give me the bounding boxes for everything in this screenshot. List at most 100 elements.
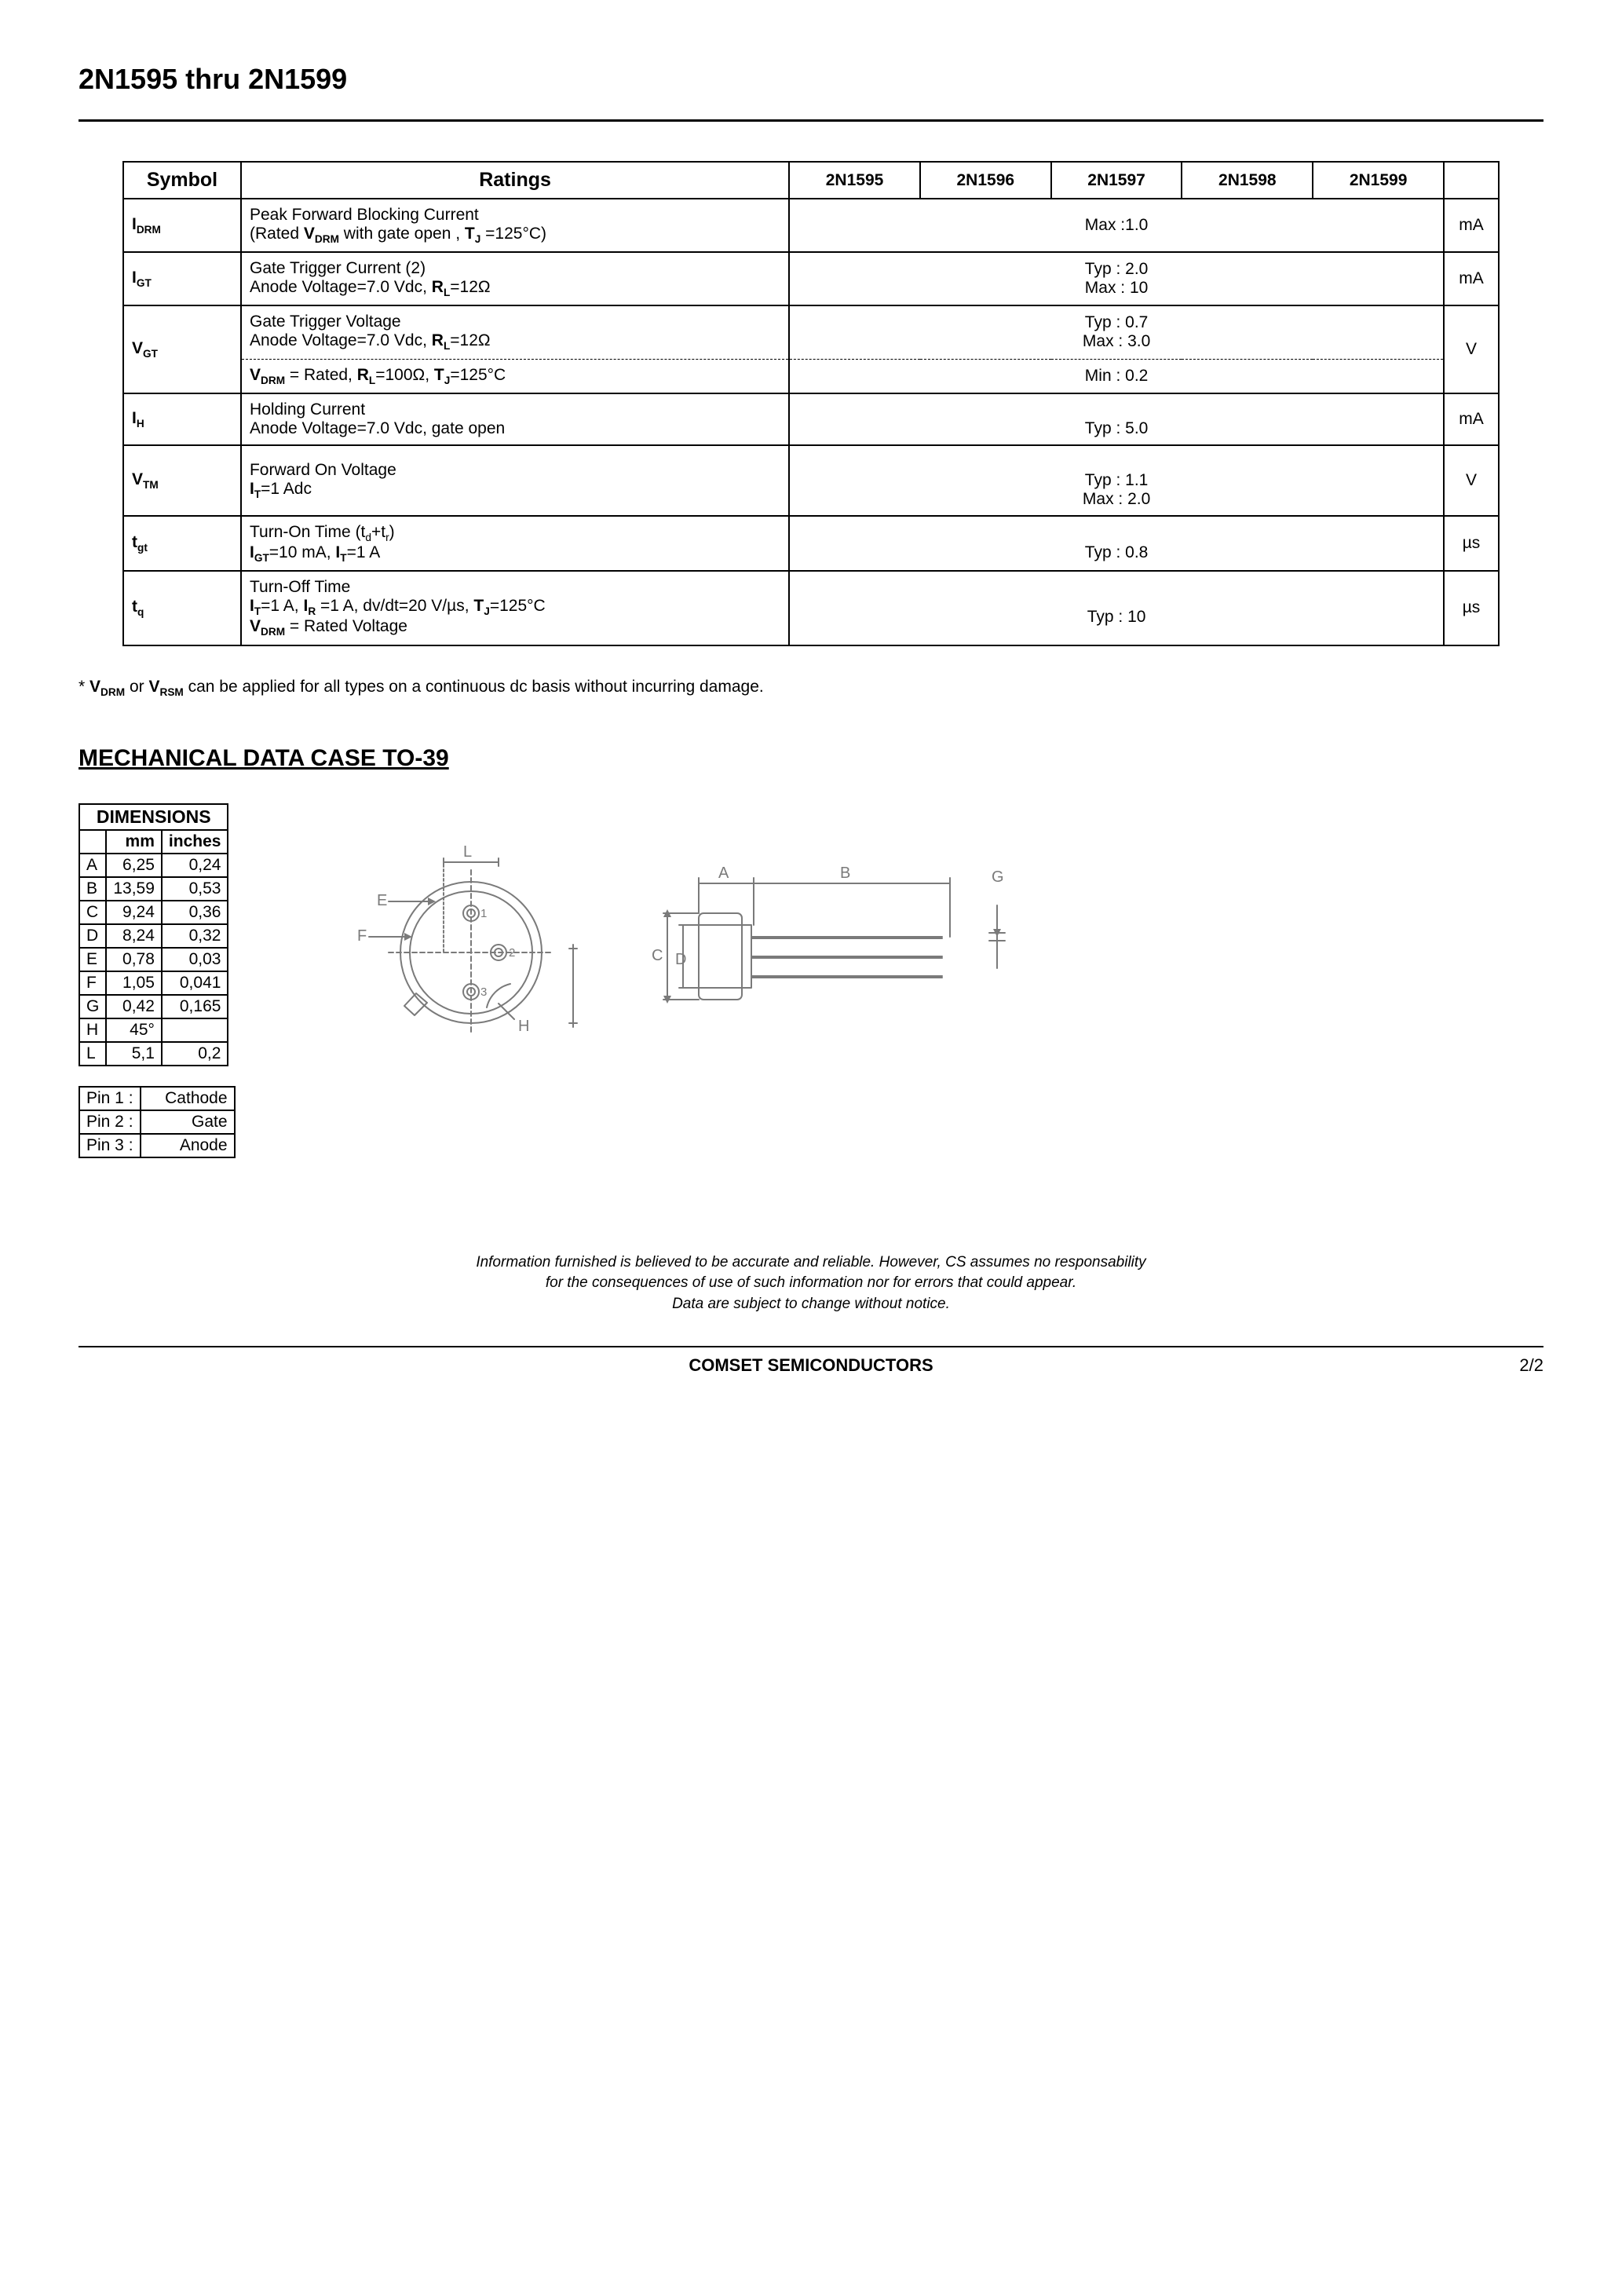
dim-mm: 45° — [106, 1018, 162, 1042]
mechanical-heading: MECHANICAL DATA CASE TO-39 — [79, 745, 1543, 772]
dim-in: 0,165 — [162, 995, 228, 1018]
svg-text:1: 1 — [480, 907, 487, 920]
pin-name: Cathode — [141, 1087, 235, 1110]
value-cell: Typ : 1.1Max : 2.0 — [789, 445, 1444, 516]
rating-cell: Gate Trigger Current (2)Anode Voltage=7.… — [241, 252, 789, 305]
table-row: IGTGate Trigger Current (2)Anode Voltage… — [123, 252, 1499, 305]
dim-mm: 1,05 — [106, 971, 162, 995]
symbol-cell: IDRM — [123, 199, 241, 252]
footer-company: COMSET SEMICONDUCTORS — [141, 1355, 1481, 1376]
table-row: IHHolding CurrentAnode Voltage=7.0 Vdc, … — [123, 393, 1499, 445]
table-row: IDRMPeak Forward Blocking Current(Rated … — [123, 199, 1499, 252]
unit-cell: µs — [1444, 516, 1499, 571]
svg-text:G: G — [992, 868, 1004, 886]
svg-text:C: C — [652, 947, 663, 964]
th-part-4: 2N1599 — [1313, 162, 1444, 199]
footer: COMSET SEMICONDUCTORS 2/2 — [79, 1355, 1543, 1376]
table-row: Pin 3 :Anode — [79, 1134, 235, 1157]
th-part-3: 2N1598 — [1182, 162, 1313, 199]
pin-label: Pin 3 : — [79, 1134, 141, 1157]
dim-label: D — [79, 924, 106, 948]
value-cell: Typ : 2.0Max : 10 — [789, 252, 1444, 305]
table-row: E0,780,03 — [79, 948, 228, 971]
unit-cell: µs — [1444, 571, 1499, 645]
symbol-cell: tq — [123, 571, 241, 645]
dim-col-0 — [79, 830, 106, 854]
svg-text:F: F — [357, 927, 367, 945]
dim-label: B — [79, 877, 106, 901]
table-row: VDRM = Rated, RL=100Ω, TJ=125°CMin : 0.2 — [123, 359, 1499, 393]
value-cell: Typ : 10 — [789, 571, 1444, 645]
rating-cell: Turn-On Time (td+tr)IGT=10 mA, IT=1 A — [241, 516, 789, 571]
dim-mm: 9,24 — [106, 901, 162, 924]
symbol-cell: VTM — [123, 445, 241, 516]
dim-label: H — [79, 1018, 106, 1042]
symbol-cell: IGT — [123, 252, 241, 305]
unit-cell: mA — [1444, 393, 1499, 445]
symbol-cell: tgt — [123, 516, 241, 571]
dim-in — [162, 1018, 228, 1042]
svg-text:D: D — [675, 951, 686, 968]
dim-col-1: mm — [106, 830, 162, 854]
rating-cell: Gate Trigger VoltageAnode Voltage=7.0 Vd… — [241, 305, 789, 359]
rating-cell: Peak Forward Blocking Current(Rated VDRM… — [241, 199, 789, 252]
value-cell: Typ : 0.8 — [789, 516, 1444, 571]
rating-cell: Forward On VoltageIT=1 Adc — [241, 445, 789, 516]
table-row: tgtTurn-On Time (td+tr)IGT=10 mA, IT=1 A… — [123, 516, 1499, 571]
dim-label: E — [79, 948, 106, 971]
th-symbol: Symbol — [123, 162, 241, 199]
dim-mm: 0,42 — [106, 995, 162, 1018]
dim-mm: 8,24 — [106, 924, 162, 948]
svg-text:3: 3 — [480, 985, 487, 999]
disclaimer: Information furnished is believed to be … — [79, 1252, 1543, 1315]
page-title: 2N1595 thru 2N1599 — [79, 63, 1543, 96]
value-cell: Max :1.0 — [789, 199, 1444, 252]
unit-cell: mA — [1444, 252, 1499, 305]
table-row: A6,250,24 — [79, 854, 228, 877]
svg-text:E: E — [377, 892, 387, 909]
pin-name: Anode — [141, 1134, 235, 1157]
dim-in: 0,36 — [162, 901, 228, 924]
rating-cell: VDRM = Rated, RL=100Ω, TJ=125°C — [241, 359, 789, 393]
table-row: B13,590,53 — [79, 877, 228, 901]
dim-label: A — [79, 854, 106, 877]
table-row: Pin 1 :Cathode — [79, 1087, 235, 1110]
disclaimer-line2: for the consequences of use of such info… — [546, 1274, 1076, 1291]
svg-text:L: L — [463, 843, 472, 861]
dim-mm: 5,1 — [106, 1042, 162, 1066]
rating-cell: Holding CurrentAnode Voltage=7.0 Vdc, ga… — [241, 393, 789, 445]
footer-page: 2/2 — [1481, 1355, 1543, 1376]
dim-label: F — [79, 971, 106, 995]
dim-label: C — [79, 901, 106, 924]
dim-title: DIMENSIONS — [79, 804, 228, 830]
disclaimer-line1: Information furnished is believed to be … — [476, 1254, 1145, 1270]
pin-label: Pin 1 : — [79, 1087, 141, 1110]
dim-label: G — [79, 995, 106, 1018]
unit-cell: V — [1444, 305, 1499, 393]
symbol-cell: IH — [123, 393, 241, 445]
dim-mm: 6,25 — [106, 854, 162, 877]
pin-label: Pin 2 : — [79, 1110, 141, 1134]
ratings-header-row: Symbol Ratings 2N1595 2N1596 2N1597 2N15… — [123, 162, 1499, 199]
dim-in: 0,041 — [162, 971, 228, 995]
pin-name: Gate — [141, 1110, 235, 1134]
table-row: F1,050,041 — [79, 971, 228, 995]
dim-col-2: inches — [162, 830, 228, 854]
value-cell: Min : 0.2 — [789, 359, 1444, 393]
dim-in: 0,03 — [162, 948, 228, 971]
dim-in: 0,32 — [162, 924, 228, 948]
value-cell: Typ : 5.0 — [789, 393, 1444, 445]
th-part-1: 2N1596 — [920, 162, 1051, 199]
table-row: tqTurn-Off TimeIT=1 A, IR =1 A, dv/dt=20… — [123, 571, 1499, 645]
unit-cell: V — [1444, 445, 1499, 516]
package-drawing-svg: 1 2 3 L E F — [330, 827, 1036, 1078]
symbol-cell: VGT — [123, 305, 241, 393]
table-row: Pin 2 :Gate — [79, 1110, 235, 1134]
mechanical-diagram: 1 2 3 L E F — [330, 803, 1543, 1078]
table-row: VGTGate Trigger VoltageAnode Voltage=7.0… — [123, 305, 1499, 359]
hr-bottom — [79, 1346, 1543, 1347]
table-row: C9,240,36 — [79, 901, 228, 924]
dim-mm: 13,59 — [106, 877, 162, 901]
table-row: VTMForward On VoltageIT=1 AdcTyp : 1.1Ma… — [123, 445, 1499, 516]
dim-in: 0,2 — [162, 1042, 228, 1066]
